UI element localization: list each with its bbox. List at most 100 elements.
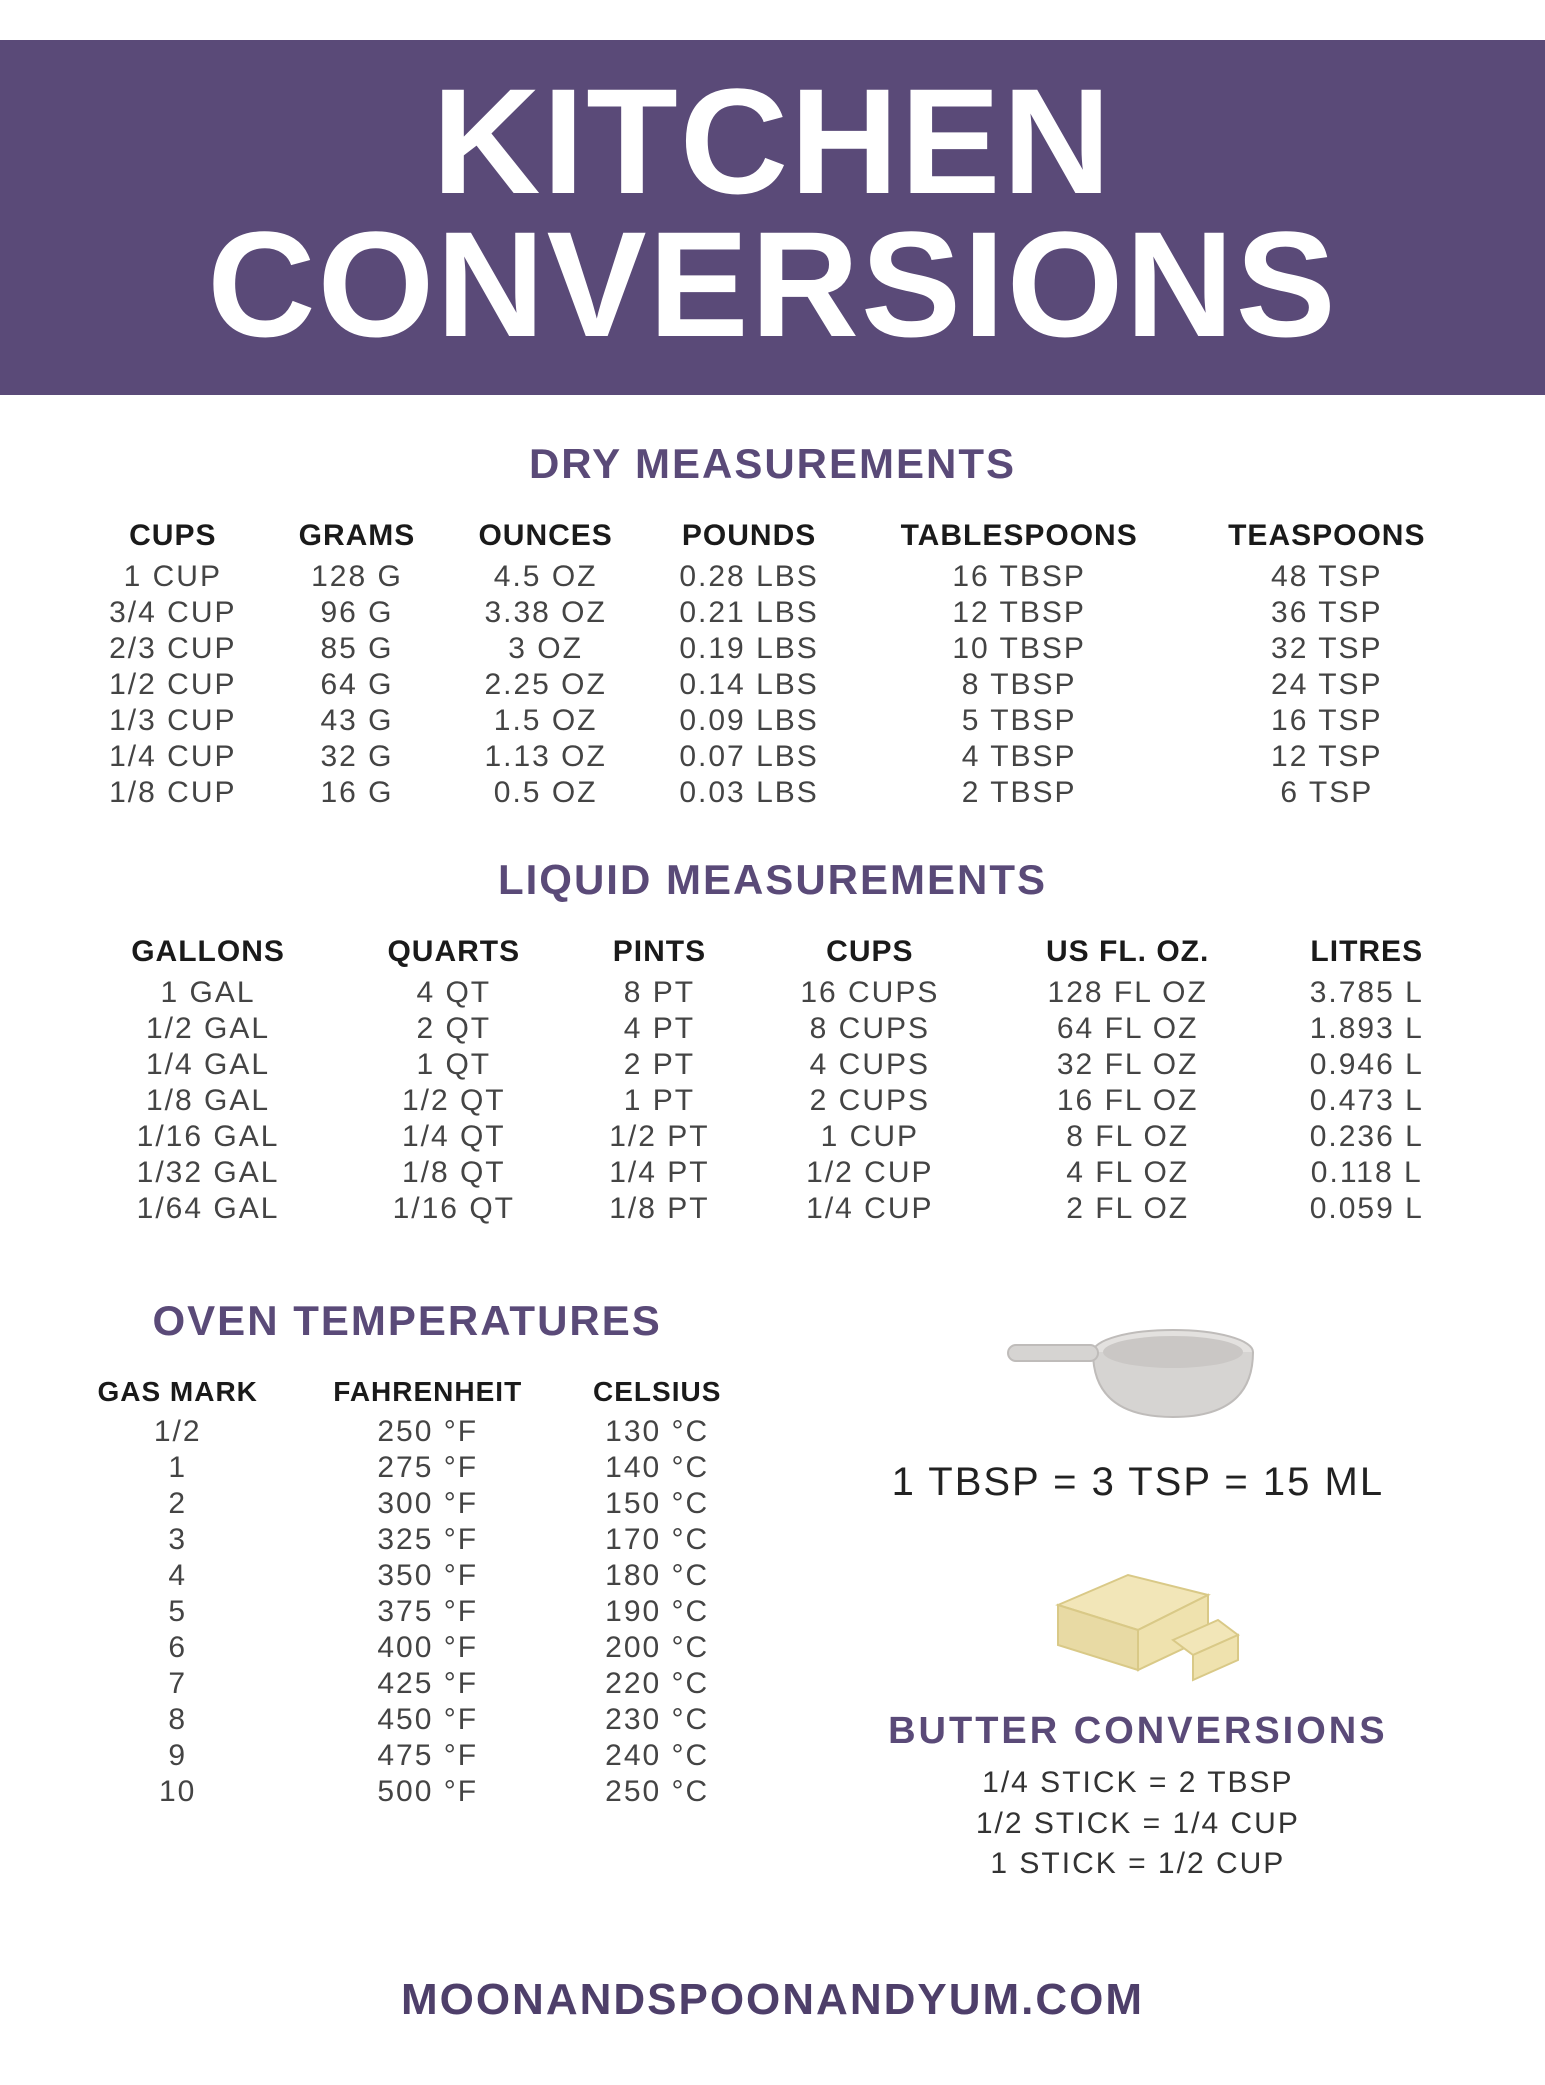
table-cell: 0.059 L bbox=[1266, 1191, 1468, 1227]
table-cell: 32 G bbox=[268, 739, 445, 775]
column-header: GRAMS bbox=[268, 513, 445, 559]
table-row: 10500 °F250 °C bbox=[62, 1774, 753, 1810]
dry-header-row: CUPSGRAMSOUNCESPOUNDSTABLESPOONSTEASPOON… bbox=[77, 513, 1468, 559]
table-cell: 1/8 QT bbox=[339, 1155, 569, 1191]
table-cell: 48 TSP bbox=[1186, 559, 1468, 595]
table-cell: 1 PT bbox=[569, 1083, 750, 1119]
oven-header-row: GAS MARKFAHRENHEITCELSIUS bbox=[62, 1370, 753, 1414]
table-cell: 0.5 OZ bbox=[446, 775, 646, 811]
table-cell: 4 bbox=[62, 1558, 294, 1594]
table-cell: 16 CUPS bbox=[750, 975, 990, 1011]
butter-conversions-list: 1/4 STICK = 2 TBSP1/2 STICK = 1/4 CUP1 S… bbox=[793, 1763, 1484, 1885]
butter-line: 1 STICK = 1/2 CUP bbox=[793, 1844, 1484, 1885]
table-cell: 0.236 L bbox=[1266, 1119, 1468, 1155]
table-cell: 300 °F bbox=[294, 1486, 562, 1522]
table-row: 1/8 CUP16 G0.5 OZ0.03 LBS2 TBSP6 TSP bbox=[77, 775, 1468, 811]
table-cell: 150 °C bbox=[562, 1486, 753, 1522]
table-cell: 400 °F bbox=[294, 1630, 562, 1666]
page-title: KITCHEN CONVERSIONS bbox=[20, 70, 1525, 355]
table-row: 3325 °F170 °C bbox=[62, 1522, 753, 1558]
table-cell: 1/2 PT bbox=[569, 1119, 750, 1155]
table-cell: 24 TSP bbox=[1186, 667, 1468, 703]
table-cell: 350 °F bbox=[294, 1558, 562, 1594]
column-header: GALLONS bbox=[77, 929, 339, 975]
table-cell: 230 °C bbox=[562, 1702, 753, 1738]
table-cell: 2 PT bbox=[569, 1047, 750, 1083]
table-cell: 1/8 CUP bbox=[77, 775, 268, 811]
table-cell: 1/4 QT bbox=[339, 1119, 569, 1155]
table-cell: 8 FL OZ bbox=[990, 1119, 1266, 1155]
table-cell: 1/2 CUP bbox=[77, 667, 268, 703]
table-cell: 12 TBSP bbox=[852, 595, 1185, 631]
table-cell: 220 °C bbox=[562, 1666, 753, 1702]
table-cell: 275 °F bbox=[294, 1450, 562, 1486]
table-cell: 4 QT bbox=[339, 975, 569, 1011]
table-cell: 1.13 OZ bbox=[446, 739, 646, 775]
table-row: 8450 °F230 °C bbox=[62, 1702, 753, 1738]
table-cell: 96 G bbox=[268, 595, 445, 631]
table-cell: 6 TSP bbox=[1186, 775, 1468, 811]
dry-section-title: DRY MEASUREMENTS bbox=[0, 440, 1545, 488]
table-cell: 1/4 CUP bbox=[77, 739, 268, 775]
table-cell: 0.14 LBS bbox=[646, 667, 853, 703]
table-row: 1275 °F140 °C bbox=[62, 1450, 753, 1486]
oven-temperatures-table: GAS MARKFAHRENHEITCELSIUS 1/2250 °F130 °… bbox=[62, 1370, 753, 1810]
column-header: CUPS bbox=[77, 513, 268, 559]
column-header: OUNCES bbox=[446, 513, 646, 559]
table-cell: 43 G bbox=[268, 703, 445, 739]
table-cell: 1/32 GAL bbox=[77, 1155, 339, 1191]
table-cell: 2 CUPS bbox=[750, 1083, 990, 1119]
table-cell: 250 °C bbox=[562, 1774, 753, 1810]
table-cell: 8 PT bbox=[569, 975, 750, 1011]
table-cell: 425 °F bbox=[294, 1666, 562, 1702]
table-cell: 0.21 LBS bbox=[646, 595, 853, 631]
table-cell: 32 TSP bbox=[1186, 631, 1468, 667]
table-cell: 3.785 L bbox=[1266, 975, 1468, 1011]
table-cell: 2/3 CUP bbox=[77, 631, 268, 667]
oven-section-title: OVEN TEMPERATURES bbox=[62, 1297, 753, 1345]
table-cell: 9 bbox=[62, 1738, 294, 1774]
butter-line: 1/4 STICK = 2 TBSP bbox=[793, 1763, 1484, 1804]
table-cell: 1 QT bbox=[339, 1047, 569, 1083]
table-cell: 375 °F bbox=[294, 1594, 562, 1630]
table-cell: 500 °F bbox=[294, 1774, 562, 1810]
title-line-2: CONVERSIONS bbox=[207, 200, 1338, 368]
table-cell: 1.5 OZ bbox=[446, 703, 646, 739]
table-cell: 1.893 L bbox=[1266, 1011, 1468, 1047]
oven-column: OVEN TEMPERATURES GAS MARKFAHRENHEITCELS… bbox=[62, 1297, 753, 1885]
table-row: 3/4 CUP96 G3.38 OZ0.21 LBS12 TBSP36 TSP bbox=[77, 595, 1468, 631]
measuring-cup-icon bbox=[793, 1297, 1484, 1442]
table-cell: 0.28 LBS bbox=[646, 559, 853, 595]
table-cell: 2 bbox=[62, 1486, 294, 1522]
table-cell: 16 TSP bbox=[1186, 703, 1468, 739]
table-cell: 4.5 OZ bbox=[446, 559, 646, 595]
table-cell: 16 FL OZ bbox=[990, 1083, 1266, 1119]
table-cell: 1/2 bbox=[62, 1414, 294, 1450]
table-cell: 140 °C bbox=[562, 1450, 753, 1486]
table-cell: 1/64 GAL bbox=[77, 1191, 339, 1227]
table-cell: 1/8 PT bbox=[569, 1191, 750, 1227]
table-cell: 4 PT bbox=[569, 1011, 750, 1047]
table-cell: 1/16 GAL bbox=[77, 1119, 339, 1155]
table-row: 1/64 GAL1/16 QT1/8 PT1/4 CUP2 FL OZ0.059… bbox=[77, 1191, 1468, 1227]
liquid-header-row: GALLONSQUARTSPINTSCUPSUS FL. OZ.LITRES bbox=[77, 929, 1468, 975]
table-cell: 1 bbox=[62, 1450, 294, 1486]
table-cell: 6 bbox=[62, 1630, 294, 1666]
table-cell: 0.03 LBS bbox=[646, 775, 853, 811]
table-cell: 1 CUP bbox=[77, 559, 268, 595]
table-row: 1/2 CUP64 G2.25 OZ0.14 LBS8 TBSP24 TSP bbox=[77, 667, 1468, 703]
table-cell: 1/2 QT bbox=[339, 1083, 569, 1119]
table-cell: 0.118 L bbox=[1266, 1155, 1468, 1191]
table-cell: 64 FL OZ bbox=[990, 1011, 1266, 1047]
table-row: 7425 °F220 °C bbox=[62, 1666, 753, 1702]
table-cell: 32 FL OZ bbox=[990, 1047, 1266, 1083]
table-cell: 0.473 L bbox=[1266, 1083, 1468, 1119]
table-cell: 7 bbox=[62, 1666, 294, 1702]
table-cell: 12 TSP bbox=[1186, 739, 1468, 775]
table-row: 2300 °F150 °C bbox=[62, 1486, 753, 1522]
right-column: 1 TBSP = 3 TSP = 15 ML BUTTER CONVERSION… bbox=[793, 1297, 1484, 1885]
table-row: 1/3 CUP43 G1.5 OZ0.09 LBS5 TBSP16 TSP bbox=[77, 703, 1468, 739]
bottom-section: OVEN TEMPERATURES GAS MARKFAHRENHEITCELS… bbox=[62, 1297, 1483, 1885]
table-cell: 180 °C bbox=[562, 1558, 753, 1594]
column-header: TEASPOONS bbox=[1186, 513, 1468, 559]
